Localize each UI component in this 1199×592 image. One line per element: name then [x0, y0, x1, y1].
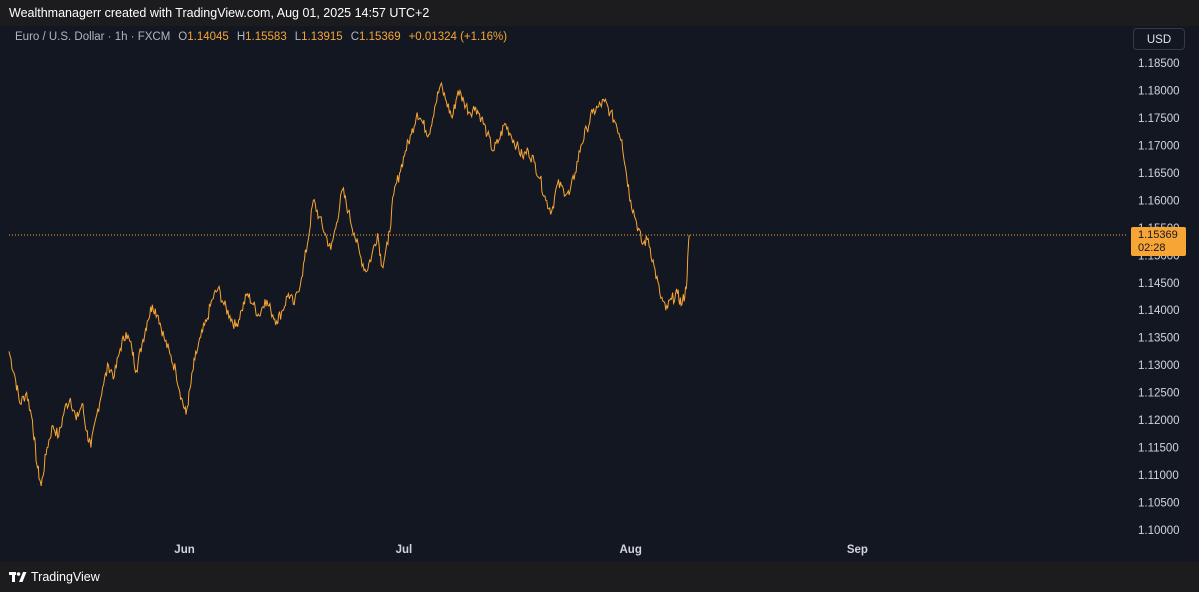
legend-high-value: 1.15583	[245, 31, 287, 43]
tradingview-logo-icon	[9, 572, 27, 582]
chart-panel[interactable]	[0, 26, 1199, 562]
tradingview-brand: TradingView	[31, 570, 100, 584]
attribution-text: Wealthmanagerr created with TradingView.…	[9, 6, 430, 20]
attribution-bar: Wealthmanagerr created with TradingView.…	[0, 0, 1199, 26]
legend-open-value: 1.14045	[187, 31, 229, 43]
legend-low-value: 1.13915	[301, 31, 343, 43]
tradingview-logo[interactable]: TradingView	[9, 570, 100, 584]
legend-high-label: H	[236, 31, 246, 43]
footer-bar: TradingView	[0, 562, 1199, 592]
legend-low-label: L	[294, 31, 302, 43]
bar-countdown: 02:28	[1138, 242, 1166, 254]
legend-change-value: +0.01324 (+1.16%)	[408, 31, 508, 43]
last-price-value: 1.15369	[1138, 229, 1178, 241]
last-price-tag: 1.15369 02:28	[1131, 227, 1186, 256]
currency-button[interactable]: USD	[1133, 28, 1185, 50]
legend-close-value: 1.15369	[359, 31, 401, 43]
chart-legend: Euro / U.S. Dollar · 1h · FXCM O1.14045 H1…	[15, 31, 507, 43]
legend-open-label: O	[178, 31, 188, 43]
legend-close-label: C	[350, 31, 360, 43]
legend-symbol: Euro / U.S. Dollar · 1h · FXCM	[15, 31, 171, 43]
